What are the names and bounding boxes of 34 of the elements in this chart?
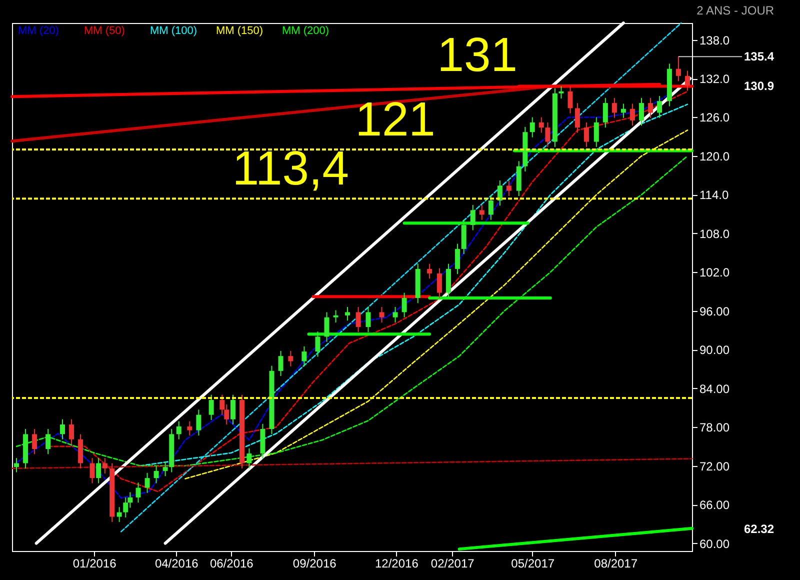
text: MM (50) [84, 25, 125, 37]
y-tick-label: 78.00 [700, 420, 730, 435]
y-tick-label: 72.00 [700, 459, 730, 474]
text: MM (100) [150, 25, 198, 37]
text: MM (200) [282, 25, 330, 37]
y-tick-label: 96.00 [700, 304, 730, 318]
x-tick-label: 09/2016 [292, 556, 337, 570]
y-tick-label: 102.0 [700, 266, 730, 280]
x-tick-label: 02/2017 [430, 556, 475, 570]
annotation: 113,4 [232, 142, 349, 196]
annotation: 135.4 [744, 50, 774, 64]
y-tick-label: 84.00 [700, 382, 730, 396]
y-tick-label: 108.0 [700, 226, 730, 241]
y-tick-label: 126.0 [700, 110, 730, 125]
annotation: 131 [437, 28, 518, 82]
x-tick-label: 06/2016 [210, 556, 254, 570]
x-tick-label: 12/2016 [374, 556, 419, 570]
text: 62.32 [744, 522, 774, 536]
x-tick-label: 01/2016 [72, 556, 117, 570]
y-tick-label: 90.00 [700, 343, 730, 358]
text: MM (150) [216, 25, 264, 37]
x-tick-label: 08/2017 [594, 556, 638, 570]
y-tick-label: 60.00 [700, 536, 730, 551]
text: 130.9 [744, 79, 774, 93]
annotation: 121 [355, 94, 436, 147]
x-tick-label: 05/2017 [511, 556, 555, 570]
y-tick-label: 66.00 [700, 498, 730, 512]
y-tick-label: 114.0 [700, 188, 729, 202]
x-tick-label: 04/2016 [154, 556, 199, 570]
text: MM (20) [18, 25, 59, 37]
y-tick-label: 138.0 [700, 33, 730, 48]
y-tick-label: 120.0 [700, 149, 730, 164]
y-tick-label: 132.0 [700, 72, 730, 86]
text: 2 ANS - JOUR [696, 4, 774, 18]
